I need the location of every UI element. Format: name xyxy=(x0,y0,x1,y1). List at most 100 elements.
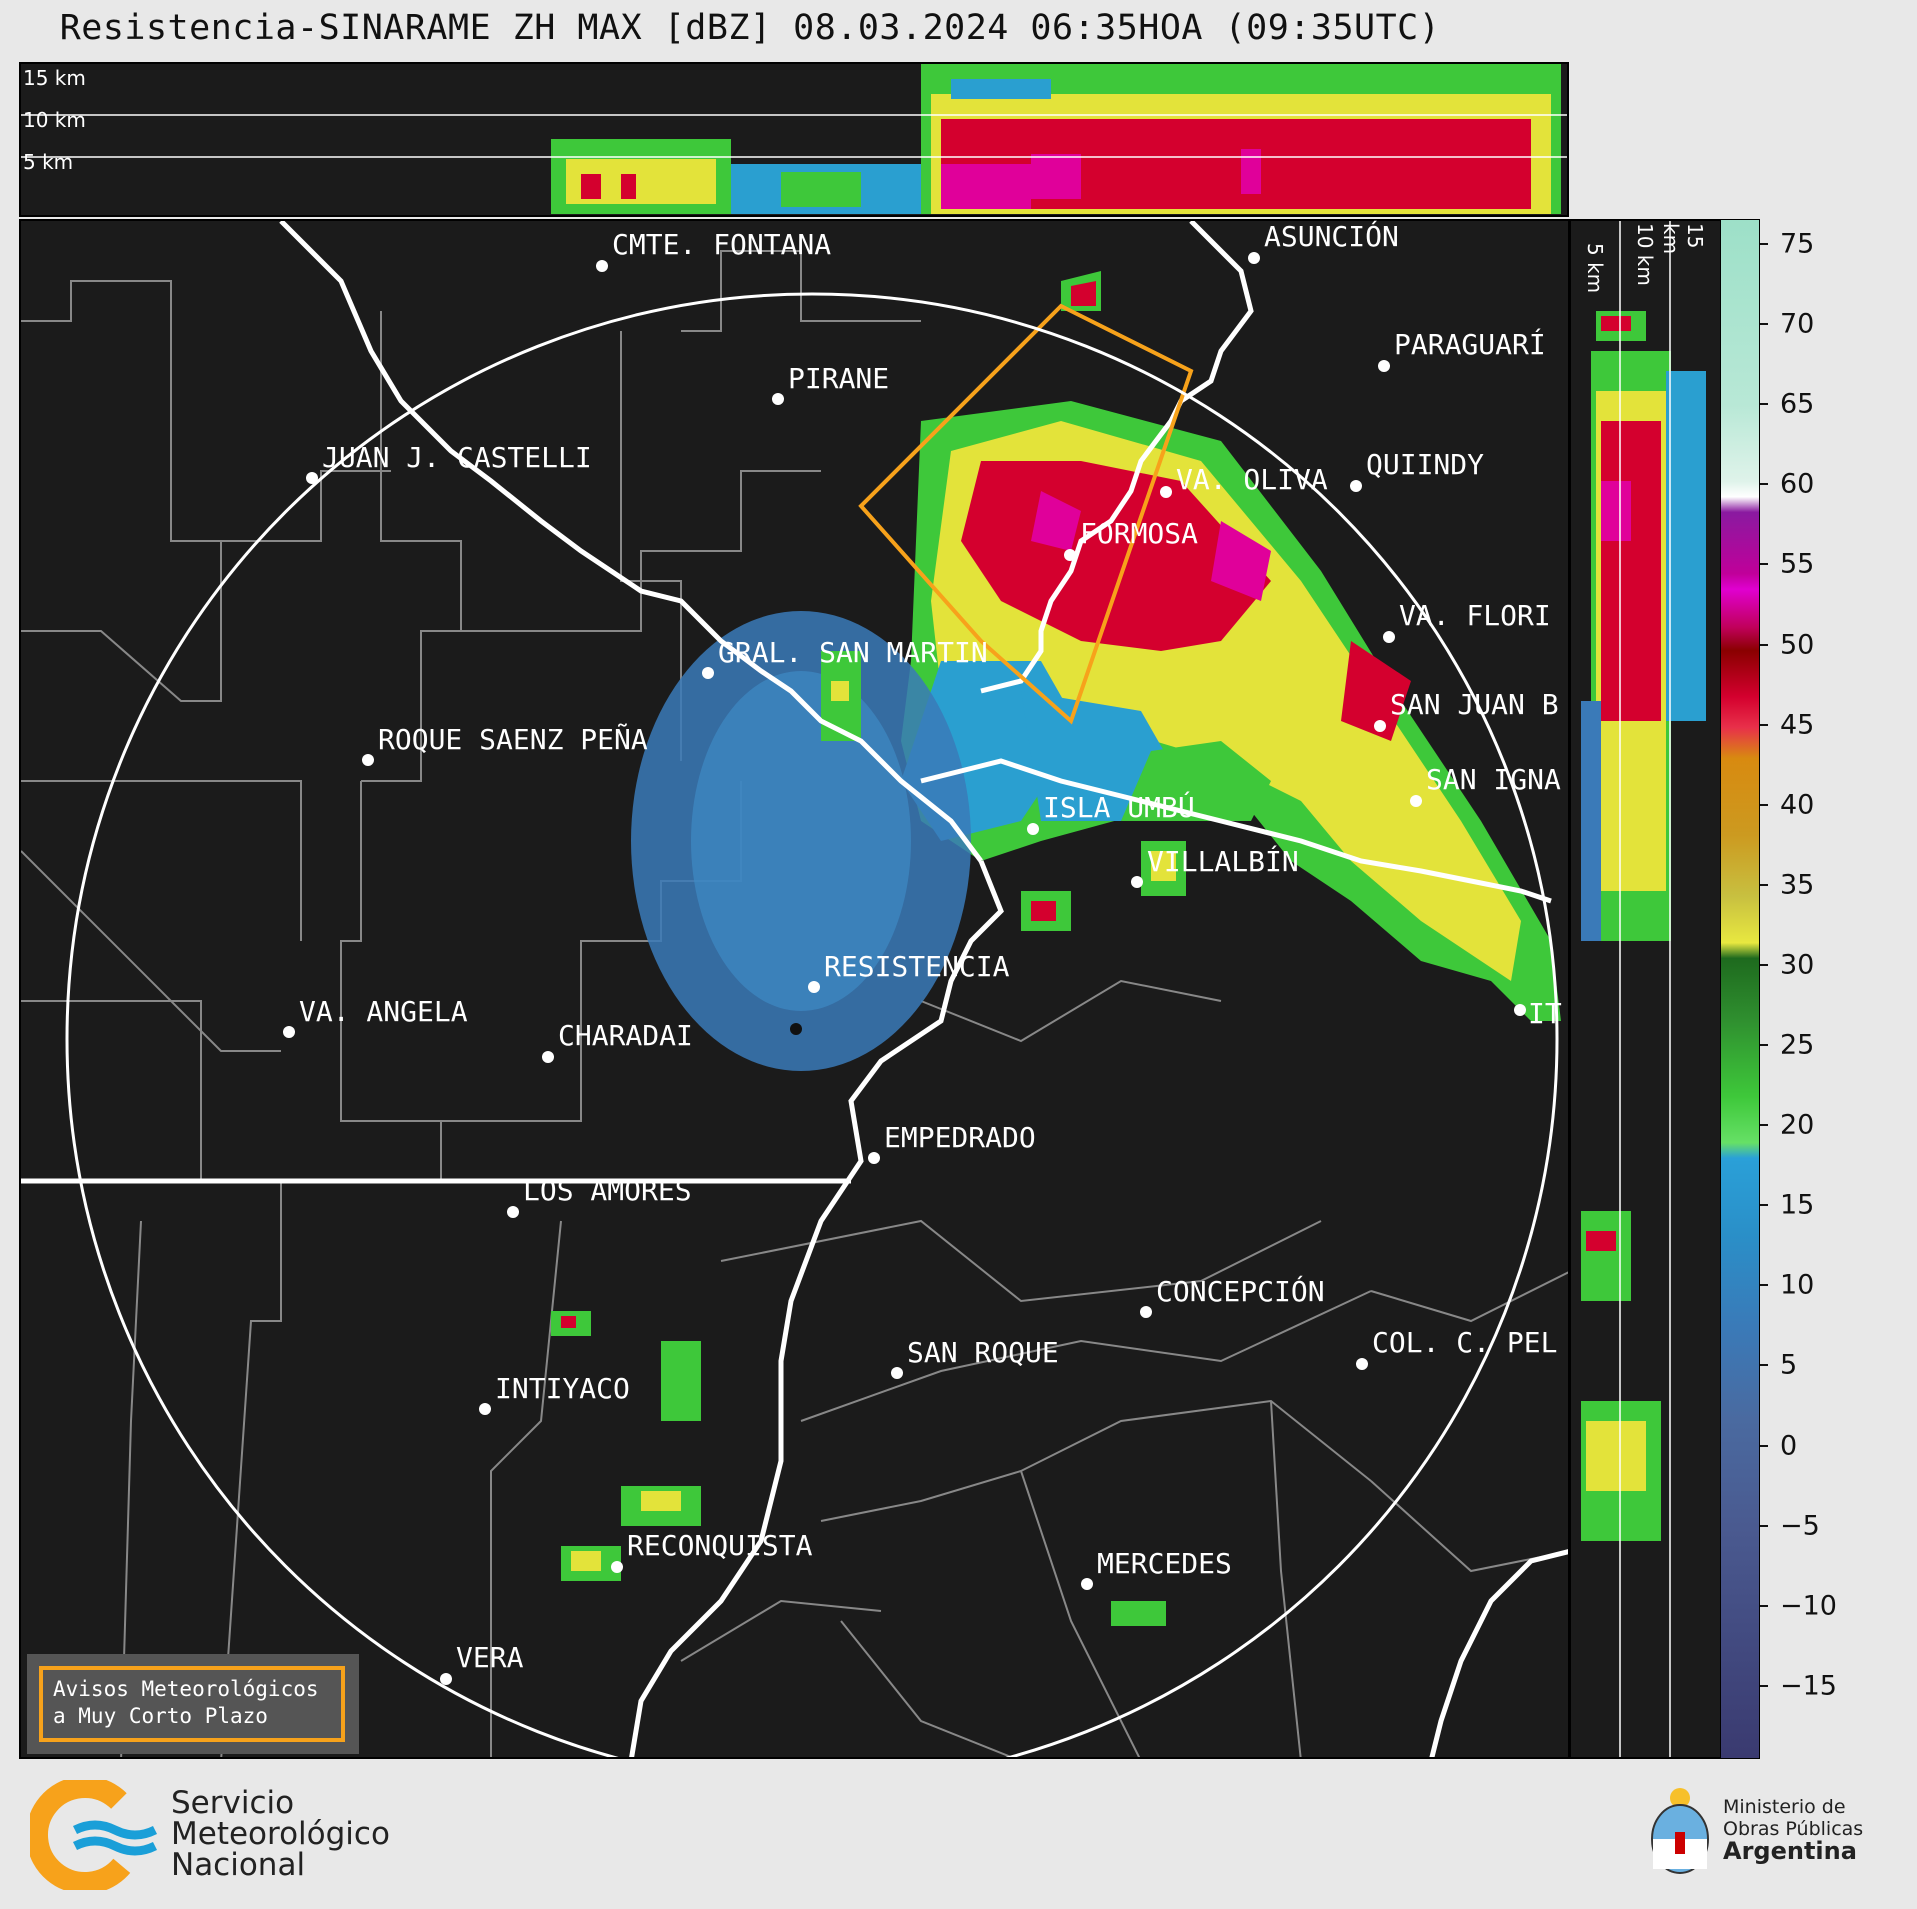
colorbar-tick-mark xyxy=(1760,803,1768,806)
city-label-pirane: PIRANE xyxy=(788,362,890,395)
city-label-paraguari: PARAGUARÍ xyxy=(1394,328,1546,361)
city-marker-charadai xyxy=(542,1051,554,1063)
colorbar-tick-mark xyxy=(1760,1284,1768,1287)
colorbar-tick-label: 30 xyxy=(1780,949,1815,981)
city-marker-reconquista xyxy=(611,1561,623,1573)
colorbar-tick-label: 50 xyxy=(1780,629,1815,660)
rivers-and-borders xyxy=(21,221,1568,1757)
city-label-va-angela: VA. ANGELA xyxy=(299,995,468,1028)
city-label-formosa: FORMOSA xyxy=(1080,517,1199,550)
colorbar-tick-label: 40 xyxy=(1780,789,1815,821)
smn-logo-icon xyxy=(30,1780,158,1890)
city-marker-resistencia xyxy=(808,981,820,993)
city-label-vera: VERA xyxy=(456,1641,524,1674)
city-marker-roque-saenz-pena xyxy=(362,754,374,766)
city-marker-va-oliva xyxy=(1160,486,1172,498)
city-marker-empedrado xyxy=(868,1152,880,1164)
city-marker-vera xyxy=(440,1673,452,1685)
colorbar-tick-mark xyxy=(1760,963,1768,966)
city-marker-pirane xyxy=(772,393,784,405)
radar-site xyxy=(790,1023,802,1035)
city-label-gral-san-martin: GRAL. SAN MARTIN xyxy=(718,636,988,669)
city-marker-col-c-pellegrini xyxy=(1356,1358,1368,1370)
city-marker-mercedes xyxy=(1081,1578,1093,1590)
argentina-shield-icon xyxy=(1651,1788,1709,1874)
colorbar xyxy=(1720,219,1760,1759)
colorbar-tick-mark xyxy=(1760,563,1768,566)
colorbar-tick-mark xyxy=(1760,1684,1768,1687)
side-height-label-15km: 15 km xyxy=(1659,223,1707,255)
colorbar-tick-label: −5 xyxy=(1780,1510,1820,1542)
colorbar-tick-label: 55 xyxy=(1780,548,1815,580)
colorbar-tick-label: 65 xyxy=(1780,388,1815,420)
colorbar-tick-mark xyxy=(1760,883,1768,886)
colorbar-tick-mark xyxy=(1760,1044,1768,1046)
city-marker-san-juan-b xyxy=(1374,720,1386,732)
city-label-col-c-pellegrini: COL. C. PEL xyxy=(1372,1326,1558,1359)
colorbar-tick-label: 15 xyxy=(1780,1189,1815,1221)
colorbar-tick-mark xyxy=(1760,643,1768,646)
top-cross-section-echoes xyxy=(551,64,1561,214)
city-marker-asuncion xyxy=(1248,252,1260,264)
city-label-villalbin: VILLALBÍN xyxy=(1147,845,1299,878)
side-height-label-10km: 10 km xyxy=(1633,223,1657,286)
colorbar-tick-label: 5 xyxy=(1780,1349,1798,1381)
colorbar-tick-mark xyxy=(1760,1204,1768,1207)
chart-title: Resistencia-SINARAME ZH MAX [dBZ] 08.03.… xyxy=(59,8,1441,48)
city-marker-cmte-fontana xyxy=(596,260,608,272)
colorbar-tick-label: −10 xyxy=(1780,1590,1837,1622)
city-label-ita-ibate: IT xyxy=(1528,997,1562,1030)
colorbar-tick-mark xyxy=(1760,723,1768,726)
city-label-cmte-fontana: CMTE. FONTANA xyxy=(612,228,832,261)
warning-line2: a Muy Corto Plazo xyxy=(53,1704,268,1728)
colorbar-tick-label: 70 xyxy=(1780,308,1815,340)
city-marker-los-amores xyxy=(507,1206,519,1218)
city-label-roque-saenz-pena: ROQUE SAENZ PEÑA xyxy=(378,723,648,756)
warning-line1: Avisos Meteorológicos xyxy=(53,1677,319,1701)
side-cross-section-echoes xyxy=(1581,311,1706,1541)
city-label-san-roque: SAN ROQUE xyxy=(907,1336,1059,1369)
city-label-charadai: CHARADAI xyxy=(558,1019,693,1052)
city-marker-san-ignacio xyxy=(1410,795,1422,807)
city-label-mercedes: MERCEDES xyxy=(1097,1547,1232,1580)
city-marker-san-roque xyxy=(891,1367,903,1379)
colorbar-tick-label: 25 xyxy=(1780,1029,1815,1061)
echo-clear-air-resistencia xyxy=(631,611,971,1071)
city-marker-va-florida xyxy=(1383,631,1395,643)
city-label-quiindy: QUIINDY xyxy=(1366,448,1485,481)
city-marker-paraguari xyxy=(1378,360,1390,372)
city-marker-formosa xyxy=(1064,549,1076,561)
colorbar-tick-mark xyxy=(1760,1444,1768,1447)
top-cross-section: 15 km 10 km 5 km xyxy=(19,62,1569,217)
colorbar-tick-mark xyxy=(1760,1524,1768,1527)
city-label-juan-j-castelli: JUAN J. CASTELLI xyxy=(322,441,592,474)
colorbar-tick-mark xyxy=(1760,403,1768,406)
city-marker-juan-j-castelli xyxy=(306,472,318,484)
smn-line2: Meteorológico xyxy=(171,1816,390,1852)
city-label-san-juan-b: SAN JUAN B xyxy=(1390,688,1559,721)
city-marker-ita-ibate xyxy=(1514,1004,1526,1016)
smn-line1: Servicio xyxy=(171,1785,295,1821)
top-height-label-10km: 10 km xyxy=(23,108,86,132)
city-label-intiyaco: INTIYACO xyxy=(495,1372,630,1405)
warning-box: Avisos Meteorológicos a Muy Corto Plazo xyxy=(27,1654,359,1754)
side-height-label-5km: 5 km xyxy=(1583,243,1607,294)
colorbar-tick-mark xyxy=(1760,323,1768,326)
city-marker-va-angela xyxy=(283,1026,295,1038)
colorbar-tick-label: −15 xyxy=(1780,1670,1837,1702)
colorbar-tick-label: 35 xyxy=(1780,869,1815,901)
colorbar-tick-label: 0 xyxy=(1780,1430,1798,1461)
colorbar-tick-mark xyxy=(1760,1364,1768,1367)
colorbar-tick-label: 60 xyxy=(1780,468,1815,500)
city-label-reconquista: RECONQUISTA xyxy=(627,1529,813,1562)
city-labels: CMTE. FONTANA ASUNCIÓN PIRANE PARAGUARÍ JUAN… xyxy=(283,220,1562,1685)
colorbar-tick-mark xyxy=(1760,243,1768,245)
smn-logo-text: Servicio Meteorológico Nacional xyxy=(171,1788,390,1881)
city-label-va-oliva: VA. OLIVA xyxy=(1176,463,1328,496)
top-height-label-15km: 15 km xyxy=(23,66,86,90)
colorbar-tick-mark xyxy=(1760,1604,1768,1607)
smn-line3: Nacional xyxy=(171,1847,306,1883)
radar-map xyxy=(19,219,1570,1759)
colorbar-tick-mark xyxy=(1760,483,1768,486)
city-marker-quiindy xyxy=(1350,480,1362,492)
